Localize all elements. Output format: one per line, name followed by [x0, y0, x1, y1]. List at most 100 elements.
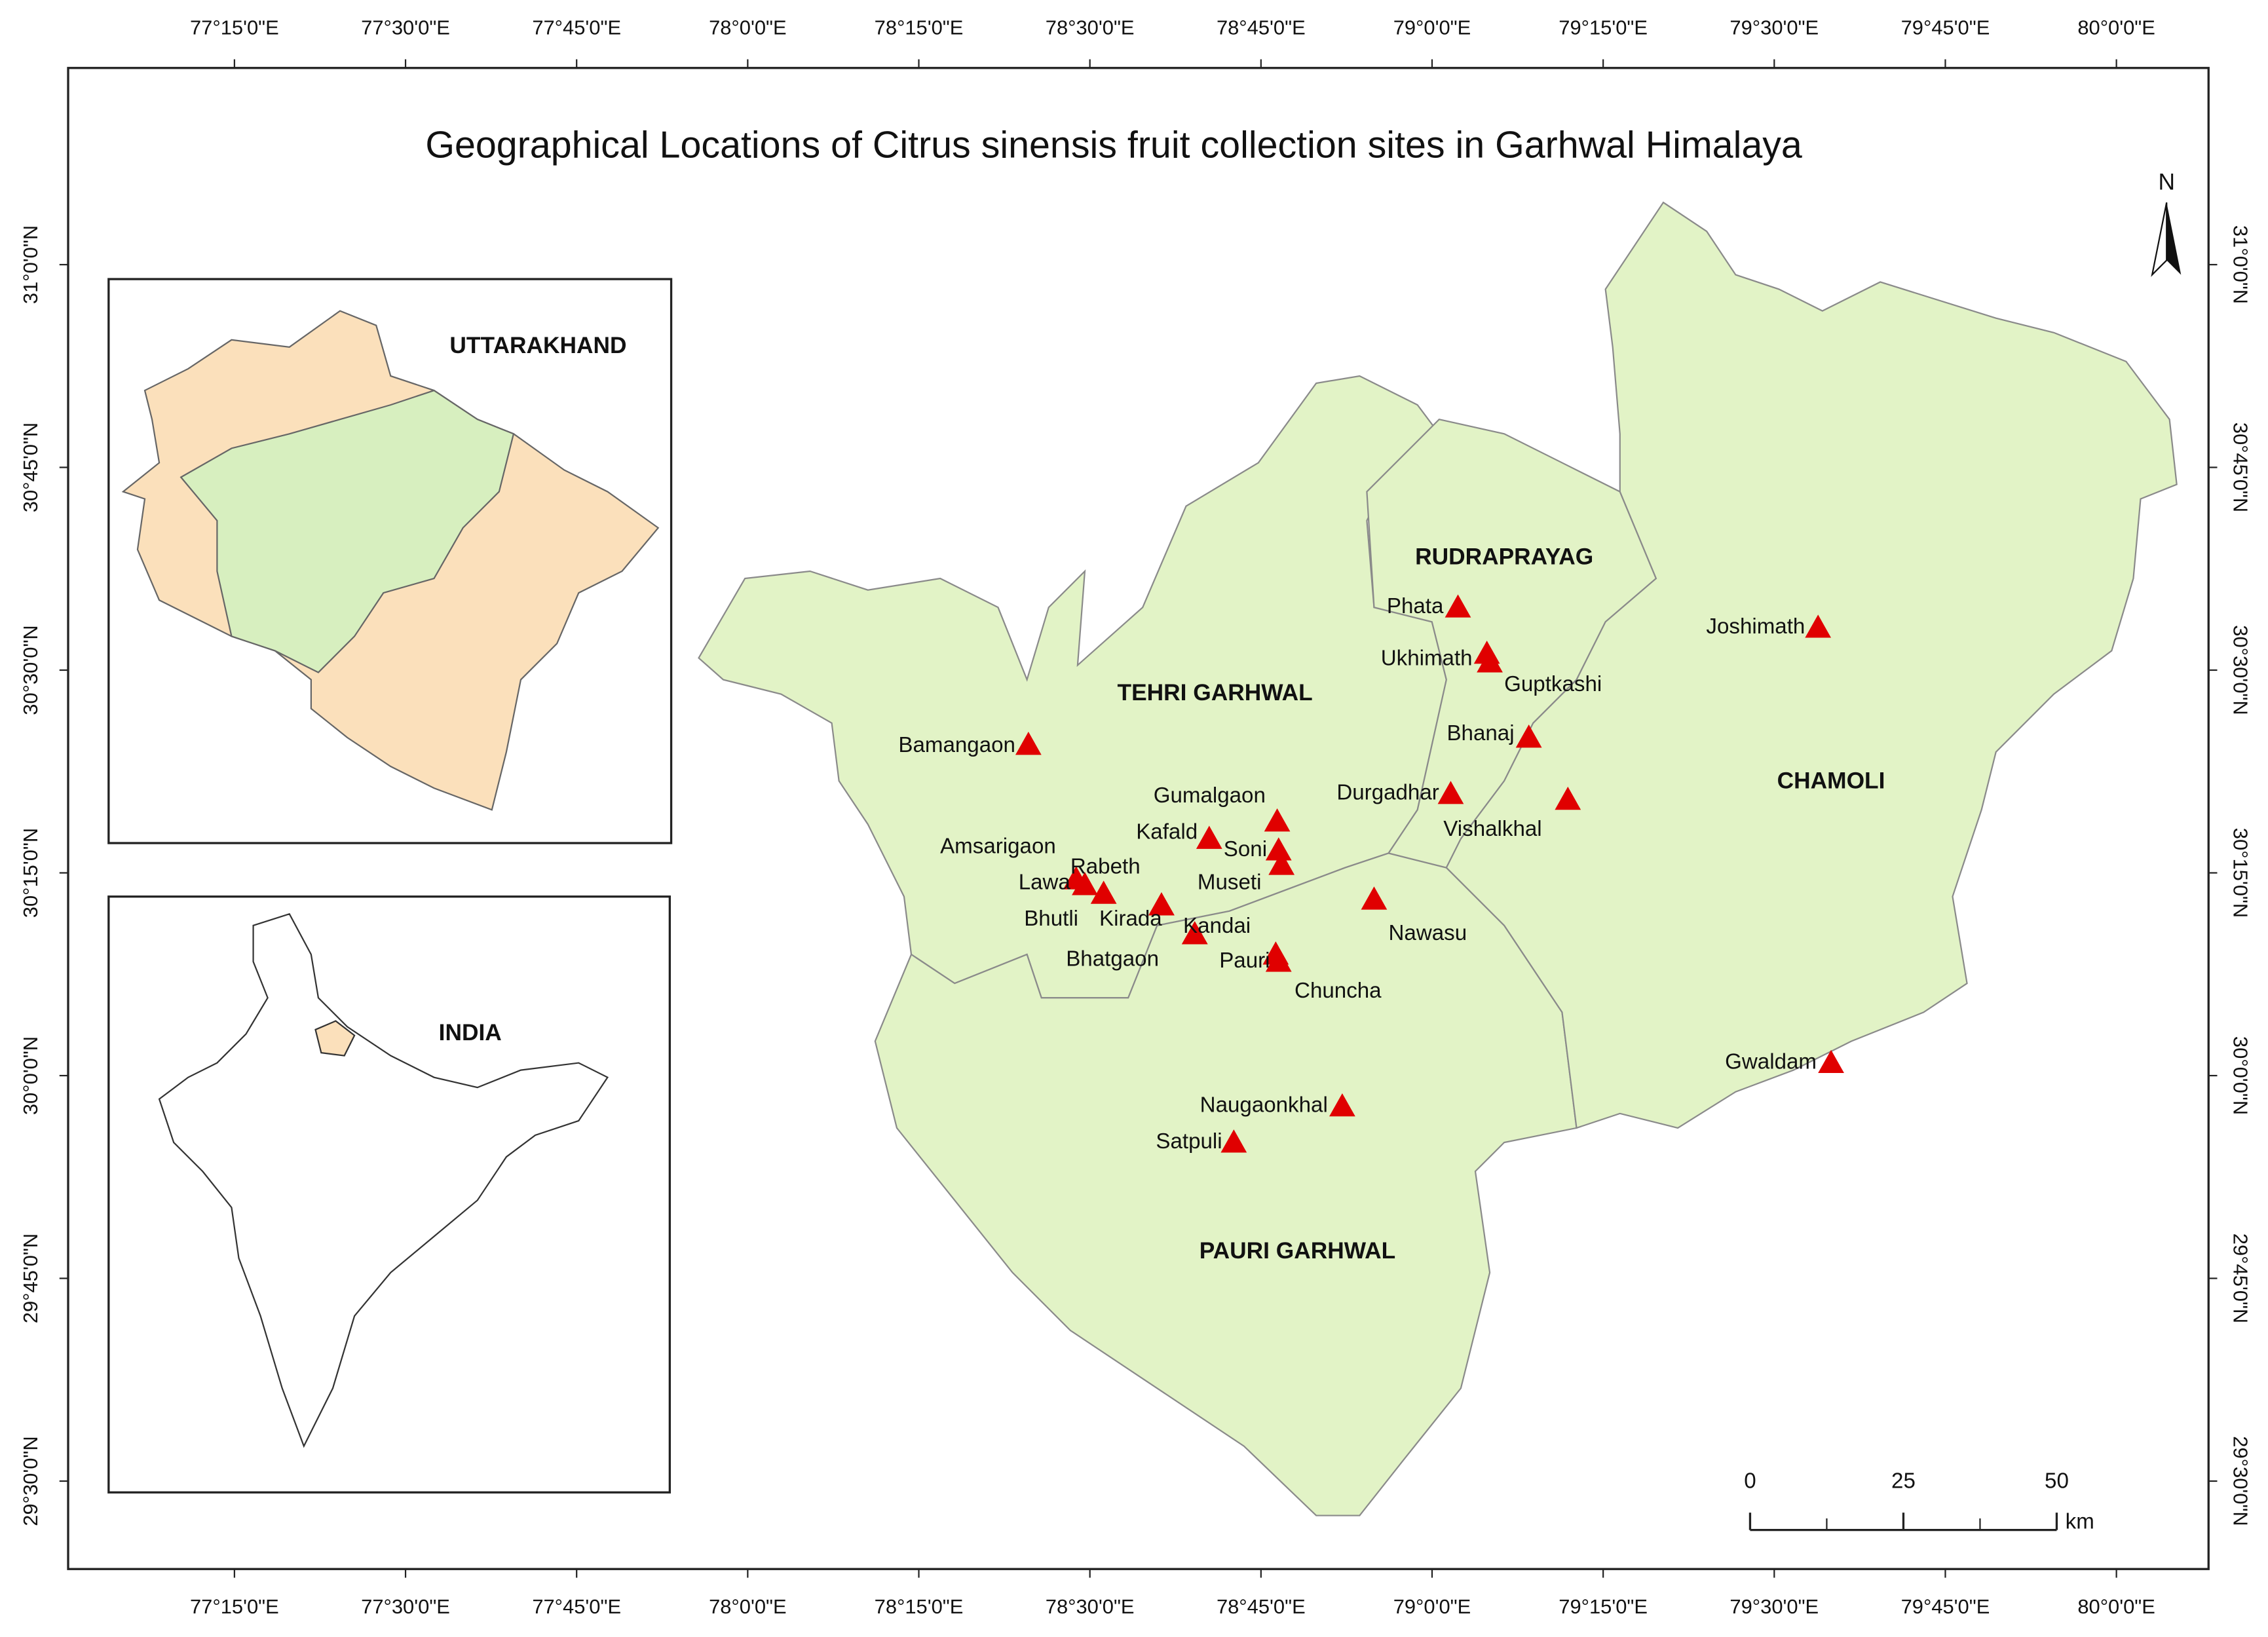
lon-label-bottom: 77°15'0"E — [190, 1595, 279, 1618]
lon-label-bottom: 79°30'0"E — [1729, 1595, 1819, 1618]
lon-label-bottom: 77°45'0"E — [532, 1595, 621, 1618]
lat-label-right: 29°30'0"N — [2229, 1436, 2252, 1526]
site-label: Bhanaj — [1446, 721, 1514, 745]
site-label: Joshimath — [1706, 614, 1805, 639]
site-label: Kandai — [1183, 914, 1251, 938]
district-label: TEHRI GARHWAL — [1118, 680, 1313, 706]
site-label: Bamangaon — [898, 733, 1015, 757]
site-marker — [1196, 825, 1222, 849]
site-marker — [1220, 1129, 1247, 1153]
site-label: Ukhimath — [1381, 646, 1473, 670]
site-label: Kafald — [1136, 819, 1198, 844]
scale-bar-label: 0 — [1744, 1469, 1756, 1494]
lat-label-left: 29°30'0"N — [19, 1436, 42, 1526]
lat-label-right: 30°0'0"N — [2229, 1036, 2252, 1115]
pauri-garhwal — [874, 852, 1578, 1516]
lon-label-top: 79°45'0"E — [1901, 16, 1990, 39]
site-label: Gumalgaon — [1154, 783, 1266, 808]
site-marker — [1555, 786, 1581, 810]
garhwal-districts — [180, 389, 515, 673]
lat-label-left: 30°15'0"N — [19, 828, 42, 918]
site-label: Nawasu — [1389, 921, 1467, 945]
site-label: Soni — [1224, 837, 1267, 861]
site-label: Rabeth — [1070, 854, 1141, 878]
lat-label-left: 30°0'0"N — [19, 1036, 42, 1115]
site-label: Gwaldam — [1725, 1049, 1817, 1074]
lon-label-top: 79°15'0"E — [1559, 16, 1648, 39]
lat-label-left: 30°45'0"N — [19, 423, 42, 512]
site-marker — [1477, 649, 1503, 673]
site-label: Naugaonkhal — [1200, 1093, 1328, 1118]
site-marker — [1818, 1049, 1844, 1074]
lat-label-right: 30°45'0"N — [2229, 423, 2252, 512]
north-label: N — [2158, 170, 2175, 195]
lat-label-right: 29°45'0"N — [2229, 1233, 2252, 1323]
lon-label-bottom: 78°0'0"E — [709, 1595, 787, 1618]
lon-label-bottom: 79°15'0"E — [1559, 1595, 1648, 1618]
district-label: CHAMOLI — [1777, 768, 1885, 794]
scale-bar-label: 25 — [1891, 1469, 1916, 1494]
site-label: Pauri — [1219, 949, 1270, 973]
lon-label-top: 78°0'0"E — [709, 16, 787, 39]
site-marker — [1361, 886, 1388, 910]
site-label: Satpuli — [1156, 1129, 1222, 1154]
lat-label-right: 30°15'0"N — [2229, 828, 2252, 918]
inset-country: INDIA — [107, 895, 671, 1494]
map-title: Geographical Locations of Citrus sinensi… — [425, 124, 1802, 166]
lat-label-left: 29°45'0"N — [19, 1233, 42, 1323]
site-marker — [1072, 872, 1098, 895]
lon-label-top: 79°0'0"E — [1393, 16, 1471, 39]
site-marker — [1090, 880, 1117, 904]
map-frame — [67, 67, 2210, 1570]
lon-label-bottom: 79°45'0"E — [1901, 1595, 1990, 1618]
lon-label-bottom: 78°45'0"E — [1217, 1595, 1306, 1618]
lon-label-top: 78°30'0"E — [1046, 16, 1135, 39]
site-marker — [1148, 892, 1175, 916]
lon-label-top: 79°30'0"E — [1729, 16, 1819, 39]
site-marker — [1329, 1093, 1355, 1117]
lon-label-top: 77°30'0"E — [361, 16, 450, 39]
lon-label-top: 78°45'0"E — [1217, 16, 1306, 39]
lon-label-top: 77°15'0"E — [190, 16, 279, 39]
site-marker — [1805, 614, 1832, 638]
site-label: Chuncha — [1295, 979, 1382, 1003]
site-marker — [1268, 852, 1295, 875]
lon-label-bottom: 77°30'0"E — [361, 1595, 450, 1618]
chamoli — [1445, 201, 2178, 1129]
site-marker — [1265, 837, 1292, 861]
site-label: Guptkashi — [1504, 672, 1602, 696]
site-label: Amsarigaon — [940, 834, 1056, 858]
site-label: Vishalkhal — [1443, 817, 1541, 841]
country-outline — [158, 913, 609, 1448]
district-label: RUDRAPRAYAG — [1415, 544, 1593, 569]
lon-label-bottom: 78°30'0"E — [1046, 1595, 1135, 1618]
lat-label-right: 31°0'0"N — [2229, 225, 2252, 304]
site-marker — [1015, 732, 1042, 755]
lat-label-left: 30°30'0"N — [19, 625, 42, 715]
lon-label-bottom: 80°0'0"E — [2077, 1595, 2155, 1618]
site-marker — [1437, 781, 1464, 804]
inset-country-label: INDIA — [439, 1020, 502, 1045]
site-marker — [1445, 594, 1471, 618]
site-label: Lawa — [1019, 871, 1071, 895]
lon-label-top: 78°15'0"E — [875, 16, 964, 39]
site-marker — [1515, 724, 1542, 748]
scale-bar-label: 50 — [2045, 1469, 2069, 1494]
site-label: Museti — [1198, 871, 1262, 895]
site-label: Durgadhar — [1336, 781, 1439, 805]
scale-bar-unit: km — [2066, 1509, 2094, 1534]
site-label: Kirada — [1099, 907, 1162, 931]
lat-label-left: 31°0'0"N — [19, 225, 42, 304]
lon-label-bottom: 79°0'0"E — [1393, 1595, 1471, 1618]
site-label: Bhutli — [1024, 907, 1078, 931]
site-marker — [1181, 921, 1208, 945]
lon-label-top: 80°0'0"E — [2077, 16, 2155, 39]
site-marker — [1264, 808, 1291, 832]
site-label: Bhatgaon — [1066, 947, 1159, 971]
site-marker — [1265, 949, 1292, 972]
districts — [698, 201, 2178, 1516]
lat-label-right: 30°30'0"N — [2229, 625, 2252, 715]
inset-state: UTTARAKHAND — [107, 278, 673, 844]
lon-label-bottom: 78°15'0"E — [875, 1595, 964, 1618]
